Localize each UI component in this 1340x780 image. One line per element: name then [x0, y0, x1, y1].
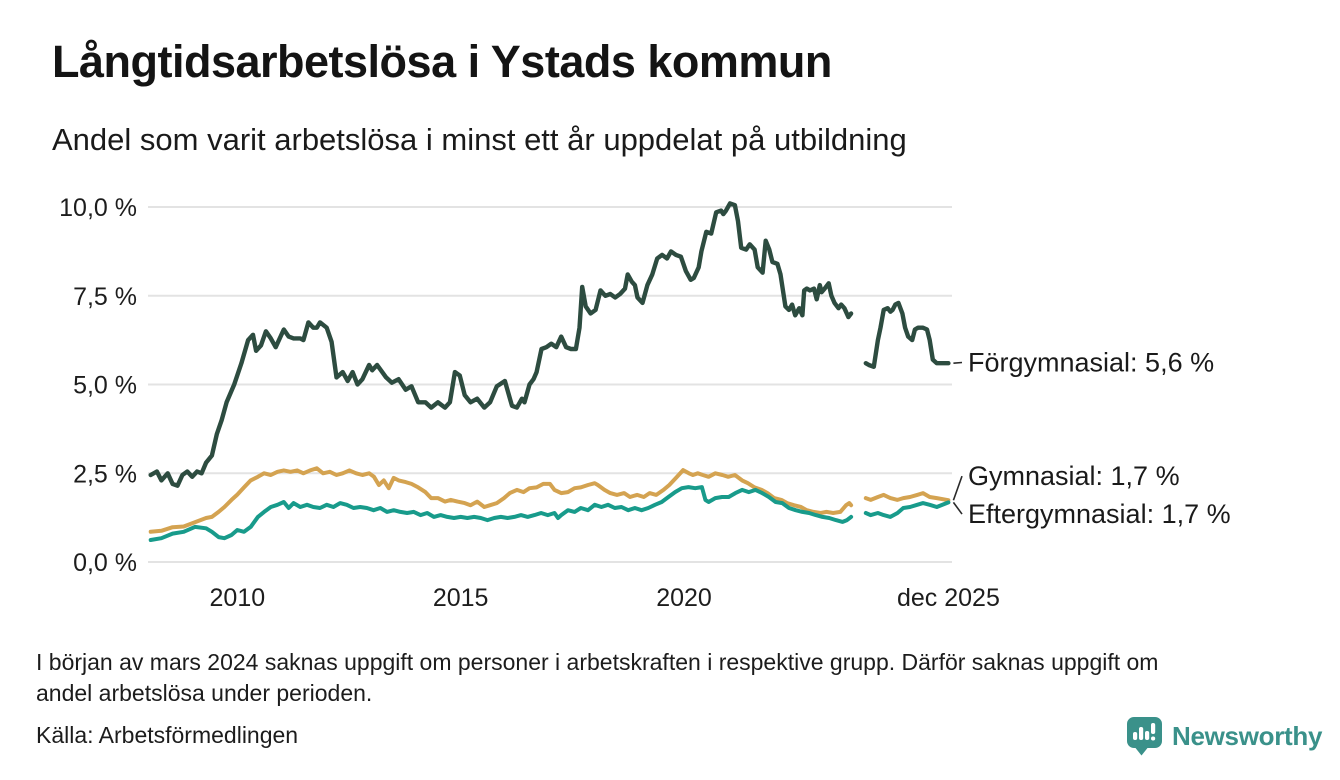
series-line-forgymnasial-seg2	[863, 300, 951, 369]
y-tick-label-7.5: 7,5 %	[73, 283, 137, 311]
annotation-label-eftergymnasial-1-7-: Eftergymnasial: 1,7 %	[968, 499, 1231, 529]
y-tick-label-2.5: 2,5 %	[73, 460, 137, 488]
y-tick-label-0: 0,0 %	[73, 549, 137, 577]
annotation-connector-eftergymnasial-1-7-	[952, 501, 963, 515]
y-tick-label-10: 10,0 %	[59, 194, 137, 222]
x-tick-label-2015: 2015	[433, 584, 489, 612]
y-tick-label-5: 5,0 %	[73, 372, 137, 400]
series-line-gymnasial-seg1	[148, 466, 854, 534]
newsworthy-wordmark: Newsworthy	[1172, 720, 1323, 751]
annotation-label-forgymnasial-5-6-: Förgymnasial: 5,6 %	[968, 347, 1214, 377]
footnote: I början av mars 2024 saknas uppgift om …	[36, 647, 1316, 709]
chart-title: Långtidsarbetslösa i Ystads kommun	[52, 36, 832, 87]
series-line-forgymnasial-seg1	[148, 201, 854, 488]
newsworthy-logo[interactable]: Newsworthy	[1126, 716, 1322, 756]
annotation-connector-gymnasial-1-7-	[952, 475, 963, 501]
series-line-gymnasial-seg2	[863, 491, 951, 503]
series-line-eftergymnasial-seg1	[148, 485, 854, 542]
x-tick-label-2020: 2020	[656, 584, 712, 612]
newsworthy-icon	[1126, 716, 1163, 756]
x-tick-label-dec-2025: dec 2025	[897, 584, 1000, 612]
annotation-label-gymnasial-1-7-: Gymnasial: 1,7 %	[968, 461, 1180, 491]
chart-subtitle: Andel som varit arbetslösa i minst ett å…	[52, 122, 907, 157]
x-tick-label-2010: 2010	[210, 584, 266, 612]
series-line-eftergymnasial-seg2	[863, 500, 951, 519]
annotation-connector-forgymnasial-5-6-	[953, 361, 963, 364]
footnote-line-2: andel arbetslösa under perioden.	[36, 680, 373, 706]
source-credit: Källa: Arbetsförmedlingen	[36, 722, 299, 748]
footnote-line-1: I början av mars 2024 saknas uppgift om …	[36, 649, 1159, 675]
